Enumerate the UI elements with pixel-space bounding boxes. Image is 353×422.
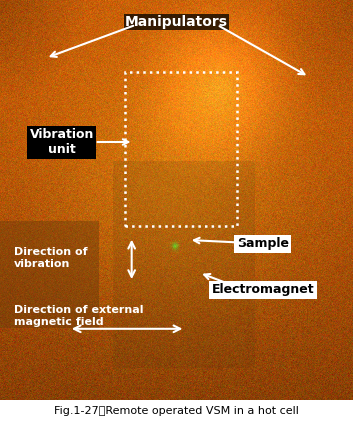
Text: Vibration
unit: Vibration unit — [30, 128, 94, 156]
Text: Fig.1-27　Remote operated VSM in a hot cell: Fig.1-27 Remote operated VSM in a hot ce… — [54, 406, 299, 416]
Text: Direction of external
magnetic field: Direction of external magnetic field — [14, 305, 144, 327]
Text: Direction of
vibration: Direction of vibration — [14, 247, 88, 269]
Text: Sample: Sample — [237, 238, 289, 251]
Bar — [125, 72, 237, 226]
Text: Manipulators: Manipulators — [125, 15, 228, 29]
Text: Electromagnet: Electromagnet — [212, 284, 314, 297]
